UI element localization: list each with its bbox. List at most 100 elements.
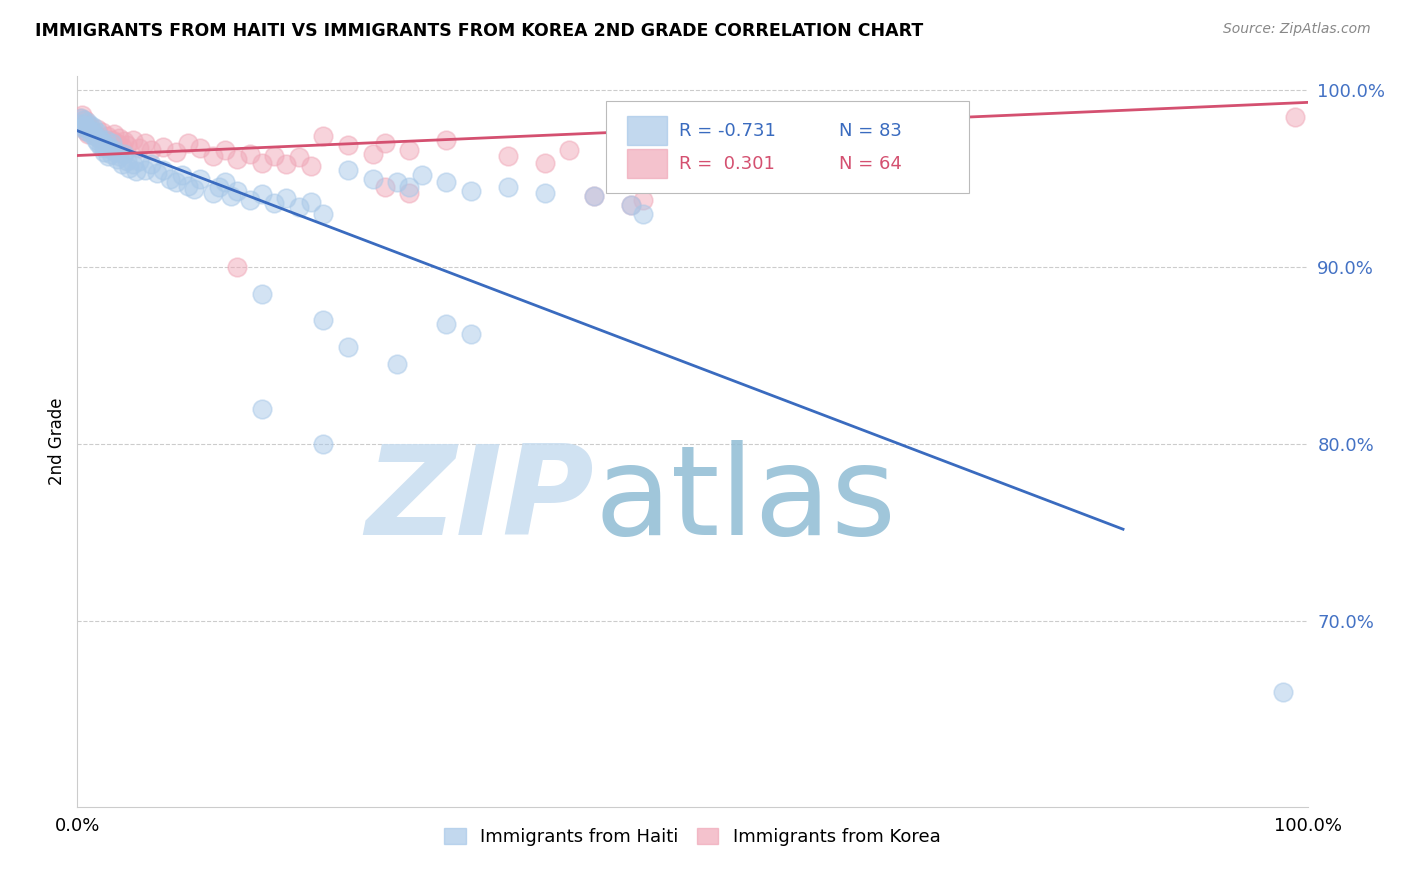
Point [177, 136, 200, 150]
Point [76, 117, 98, 131]
Point [219, 189, 242, 203]
Point [263, 196, 285, 211]
Point [250, 286, 273, 301]
Point [165, 145, 187, 159]
Point [239, 146, 262, 161]
Point [170, 168, 193, 182]
Point [84, 132, 107, 146]
Point [96, 141, 118, 155]
Point [79, 119, 101, 133]
Point [69, 112, 91, 126]
Text: R =  0.301: R = 0.301 [679, 154, 775, 172]
Point [82, 124, 104, 138]
Point [250, 155, 273, 169]
Point [152, 162, 174, 177]
Text: N = 83: N = 83 [839, 121, 901, 140]
Point [77, 122, 100, 136]
Point [496, 180, 519, 194]
Point [263, 148, 285, 162]
Point [101, 136, 124, 150]
Point [115, 153, 138, 168]
Point [583, 189, 606, 203]
Point [98, 137, 121, 152]
Point [436, 175, 458, 189]
Point [98, 139, 121, 153]
Point [312, 313, 335, 327]
Point [496, 148, 519, 162]
Point [75, 124, 97, 138]
Point [188, 141, 212, 155]
Point [250, 401, 273, 416]
Point [460, 184, 482, 198]
Point [214, 175, 236, 189]
Point [77, 128, 100, 142]
Point [134, 136, 156, 150]
Point [398, 186, 420, 200]
Point [70, 112, 93, 126]
Point [337, 340, 360, 354]
Point [73, 119, 96, 133]
Point [90, 126, 114, 140]
Point [105, 152, 128, 166]
Point [121, 132, 143, 146]
Point [385, 358, 409, 372]
Point [288, 200, 311, 214]
Point [682, 153, 704, 168]
Point [70, 117, 93, 131]
Point [436, 317, 458, 331]
Point [411, 168, 433, 182]
Point [89, 130, 111, 145]
Point [374, 136, 396, 150]
Point [111, 157, 132, 171]
Point [108, 148, 131, 162]
Point [103, 128, 125, 142]
Point [398, 180, 420, 194]
Point [208, 180, 231, 194]
Point [82, 124, 104, 138]
Point [105, 136, 128, 150]
Point [534, 155, 557, 169]
Y-axis label: 2nd Grade: 2nd Grade [48, 398, 66, 485]
Point [75, 124, 97, 138]
Point [79, 120, 101, 135]
Point [159, 171, 181, 186]
Point [121, 157, 143, 171]
FancyBboxPatch shape [606, 102, 969, 193]
Point [87, 136, 110, 150]
Point [337, 137, 360, 152]
Point [134, 162, 156, 177]
Point [374, 180, 396, 194]
Point [70, 120, 93, 135]
Point [644, 139, 666, 153]
Point [1284, 110, 1306, 124]
Point [188, 171, 212, 186]
Bar [627, 116, 666, 145]
Point [73, 113, 96, 128]
Point [620, 198, 643, 212]
Point [276, 157, 298, 171]
Point [111, 139, 132, 153]
Point [583, 189, 606, 203]
Point [91, 137, 114, 152]
Point [93, 145, 115, 159]
Point [177, 178, 200, 193]
Point [72, 120, 94, 135]
Point [86, 126, 108, 140]
Point [312, 129, 335, 144]
Point [226, 152, 249, 166]
Point [93, 134, 115, 148]
Point [83, 128, 105, 142]
Point [337, 162, 360, 177]
Point [115, 137, 138, 152]
Point [103, 143, 125, 157]
Point [1272, 685, 1295, 699]
Point [239, 193, 262, 207]
Point [94, 132, 117, 146]
Text: atlas: atlas [595, 440, 896, 560]
Point [83, 129, 105, 144]
Point [89, 130, 111, 145]
Point [226, 260, 249, 274]
Point [141, 157, 163, 171]
Point [312, 207, 335, 221]
Point [146, 166, 169, 180]
